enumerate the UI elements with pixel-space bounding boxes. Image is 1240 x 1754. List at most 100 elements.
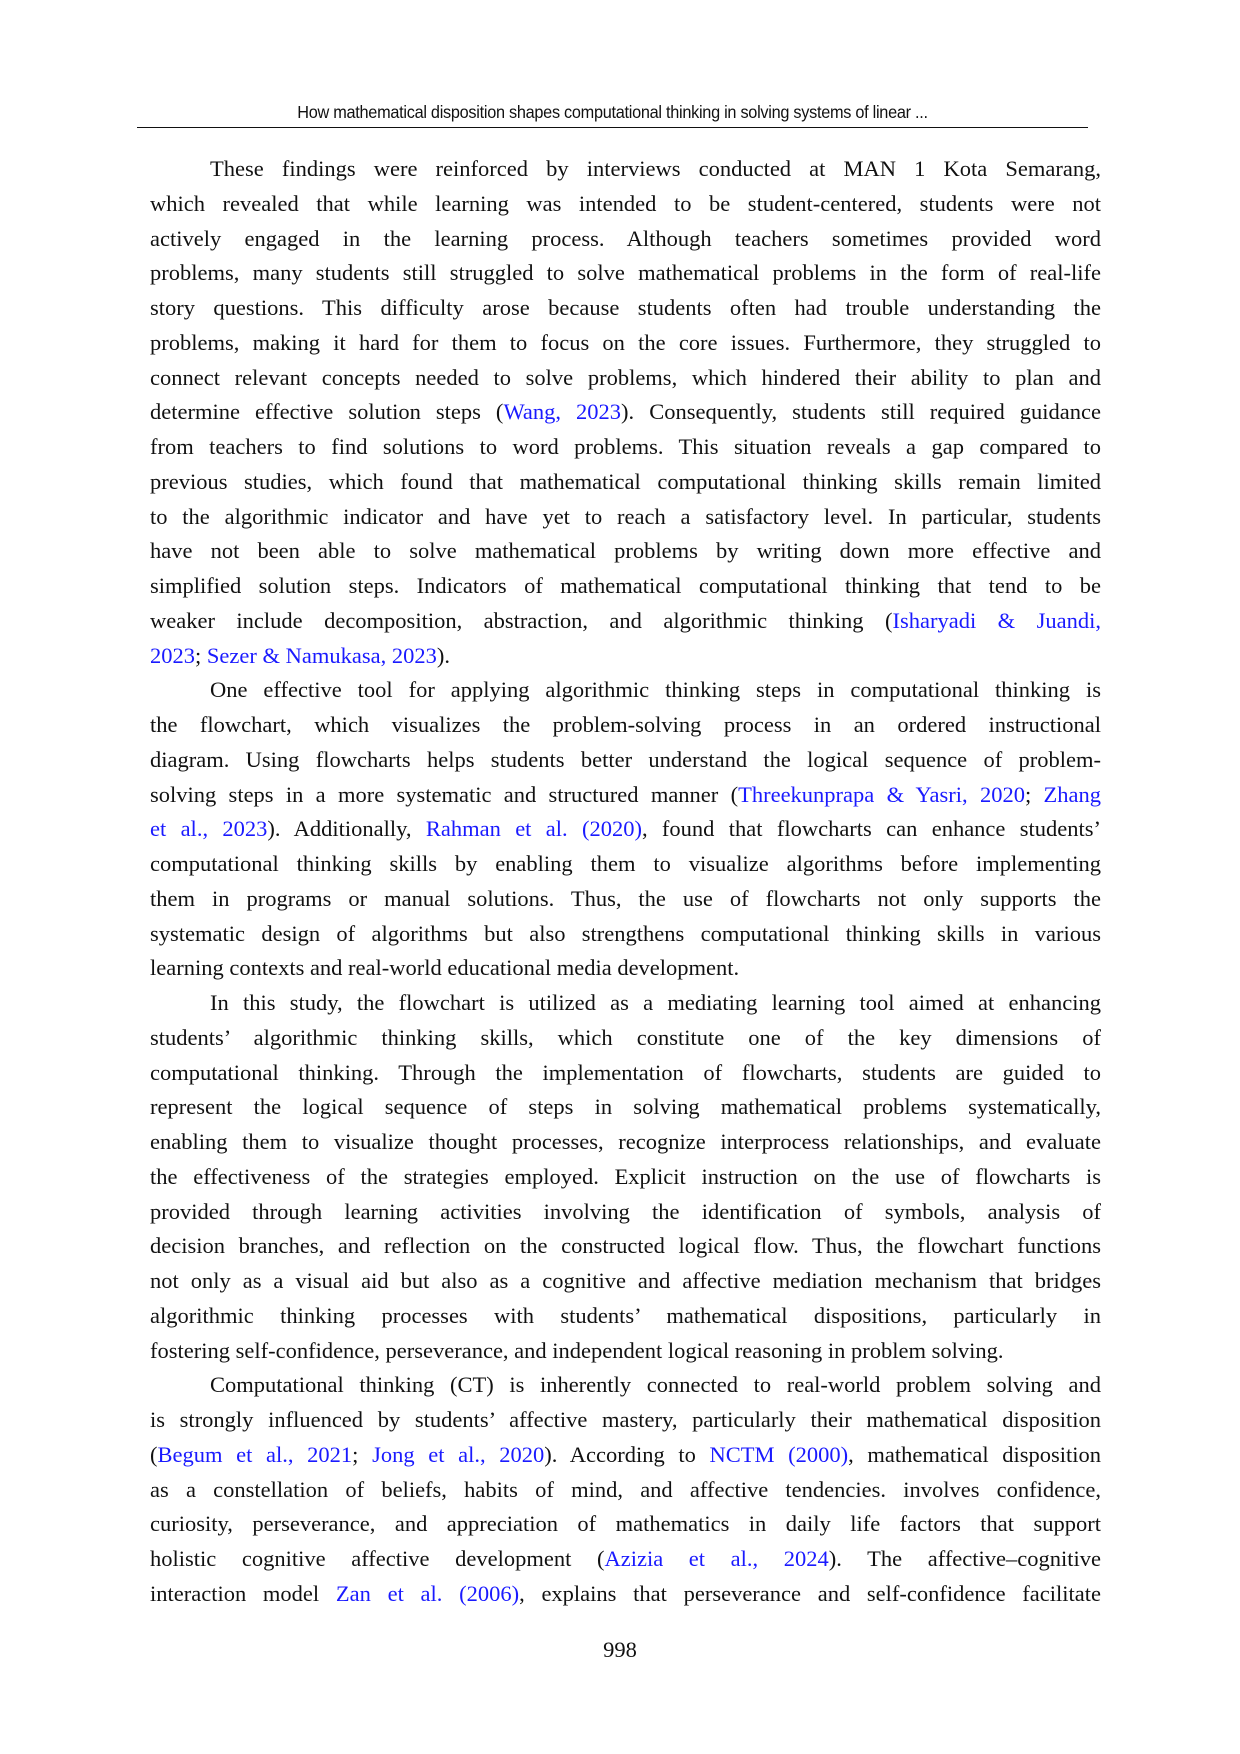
text-line: enabling them to visualize thought proce… [150, 1125, 1101, 1160]
text-span: ). Additionally, [267, 816, 426, 842]
text-span: learning contexts and real-world educati… [150, 955, 740, 981]
text-span: as a constellation of beliefs, habits of… [150, 1476, 1101, 1502]
citation-link[interactable]: Threekunprapa & Yasri, 2020 [738, 781, 1025, 807]
text-line: problems, making it hard for them to foc… [150, 326, 1101, 361]
text-line: connect relevant concepts needed to solv… [150, 361, 1101, 396]
text-line: which revealed that while learning was i… [150, 187, 1101, 222]
text-line: determine effective solution steps (Wang… [150, 395, 1101, 430]
text-span: ; [1024, 781, 1044, 807]
citation-link[interactable]: Wang, 2023 [503, 399, 622, 425]
text-span: ; [195, 642, 207, 668]
text-span: problems, many students still struggled … [150, 260, 1101, 286]
text-span: ( [150, 1441, 158, 1467]
text-span: ). The affective–cognitive [828, 1546, 1101, 1571]
text-span: holistic cognitive affective development… [150, 1546, 605, 1571]
citation-link[interactable]: NCTM (2000) [709, 1441, 849, 1467]
text-line: Computational thinking (CT) is inherentl… [150, 1368, 1101, 1403]
text-span: curiosity, perseverance, and appreciatio… [150, 1511, 1101, 1537]
citation-link[interactable]: Jong et al., 2020 [372, 1441, 545, 1467]
text-span: computational thinking. Through the impl… [150, 1059, 1101, 1085]
citation-link[interactable]: Isharyadi & Juandi, [892, 607, 1102, 633]
text-line: actively engaged in the learning process… [150, 222, 1101, 257]
text-line: problems, many students still struggled … [150, 256, 1101, 291]
text-line: holistic cognitive affective development… [150, 1542, 1101, 1577]
text-line: fostering self-confidence, perseverance,… [150, 1334, 1101, 1369]
text-span: them in programs or manual solutions. Th… [150, 885, 1101, 911]
text-span: the effectiveness of the strategies empl… [150, 1163, 1101, 1189]
text-line: the flowchart, which visualizes the prob… [150, 708, 1101, 743]
text-line: students’ algorithmic thinking skills, w… [150, 1021, 1101, 1056]
text-line: diagram. Using flowcharts helps students… [150, 743, 1101, 778]
text-line: the effectiveness of the strategies empl… [150, 1160, 1101, 1195]
text-line: These findings were reinforced by interv… [150, 152, 1101, 187]
text-line: algorithmic thinking processes with stud… [150, 1299, 1101, 1334]
text-span: algorithmic thinking processes with stud… [150, 1302, 1101, 1328]
text-span: actively engaged in the learning process… [150, 225, 1101, 251]
text-line: not only as a visual aid but also as a c… [150, 1264, 1101, 1299]
text-span: story questions. This difficulty arose b… [150, 295, 1101, 320]
text-line: story questions. This difficulty arose b… [150, 291, 1101, 326]
text-span: solving steps in a more systematic and s… [150, 781, 739, 807]
text-line: solving steps in a more systematic and s… [150, 778, 1101, 813]
text-span: , mathematical disposition [848, 1441, 1101, 1467]
paragraph: Computational thinking (CT) is inherentl… [150, 1368, 1101, 1611]
text-line: computational thinking. Through the impl… [150, 1056, 1101, 1091]
text-line: to the algorithmic indicator and have ye… [150, 500, 1101, 535]
text-span: not only as a visual aid but also as a c… [150, 1268, 1101, 1293]
text-span: ). According to [544, 1441, 710, 1467]
text-line: provided through learning activities inv… [150, 1195, 1101, 1230]
text-line: 2023; Sezer & Namukasa, 2023). [150, 639, 1101, 674]
text-span: students’ algorithmic thinking skills, w… [150, 1024, 1101, 1050]
running-header: How mathematical disposition shapes comp… [297, 102, 928, 122]
text-span: is strongly influenced by students’ affe… [150, 1407, 1101, 1432]
text-span: In this study, the flowchart is utilized… [210, 990, 1101, 1015]
text-line: computational thinking skills by enablin… [150, 847, 1101, 882]
text-line: learning contexts and real-world educati… [150, 951, 1101, 986]
citation-link[interactable]: Azizia et al., 2024 [604, 1546, 829, 1571]
text-line: as a constellation of beliefs, habits of… [150, 1473, 1101, 1508]
text-span: provided through learning activities inv… [150, 1198, 1101, 1224]
text-line: from teachers to find solutions to word … [150, 430, 1101, 465]
citation-link[interactable]: Begum et al., 2021 [157, 1441, 353, 1467]
citation-link[interactable]: Zhang [1043, 781, 1101, 807]
text-line: interaction model Zan et al. (2006), exp… [150, 1577, 1101, 1612]
text-span: enabling them to visualize thought proce… [150, 1129, 1101, 1154]
text-span: , found that flowcharts can enhance stud… [641, 816, 1101, 842]
text-line: (Begum et al., 2021; Jong et al., 2020).… [150, 1438, 1101, 1473]
text-span: determine effective solution steps ( [150, 399, 504, 425]
text-span: ; [352, 1441, 373, 1467]
text-span: simplified solution steps. Indicators of… [150, 573, 1101, 598]
text-span: previous studies, which found that mathe… [150, 468, 1101, 494]
text-span: systematic design of algorithms but also… [150, 920, 1101, 946]
page-number: 998 [603, 1637, 637, 1662]
header-divider [137, 127, 1088, 128]
text-span: problems, making it hard for them to foc… [150, 329, 1101, 355]
citation-link[interactable]: 2023 [150, 642, 195, 668]
text-span: weaker include decomposition, abstractio… [150, 607, 893, 633]
paragraph: One effective tool for applying algorith… [150, 673, 1101, 986]
text-span: One effective tool for applying algorith… [210, 677, 1101, 703]
text-span: Computational thinking (CT) is inherentl… [210, 1372, 1101, 1398]
text-span: , explains that perseverance and self-co… [519, 1580, 1102, 1606]
text-span: the flowchart, which visualizes the prob… [150, 712, 1101, 737]
text-line: represent the logical sequence of steps … [150, 1090, 1101, 1125]
text-line: decision branches, and reflection on the… [150, 1229, 1101, 1264]
text-line: previous studies, which found that mathe… [150, 465, 1101, 500]
text-span: diagram. Using flowcharts helps students… [150, 746, 1101, 772]
citation-link[interactable]: et al., 2023 [150, 816, 268, 842]
text-span: These findings were reinforced by interv… [210, 156, 1101, 181]
text-line: et al., 2023). Additionally, Rahman et a… [150, 812, 1101, 847]
body-text: These findings were reinforced by interv… [150, 152, 1101, 1612]
citation-link[interactable]: Sezer & Namukasa, 2023 [206, 642, 437, 668]
text-line: weaker include decomposition, abstractio… [150, 604, 1101, 639]
citation-link[interactable]: Zan et al. (2006) [335, 1580, 520, 1606]
text-span: decision branches, and reflection on the… [150, 1233, 1101, 1259]
text-line: In this study, the flowchart is utilized… [150, 986, 1101, 1021]
text-span: fostering self-confidence, perseverance,… [150, 1337, 1004, 1363]
text-span: have not been able to solve mathematical… [150, 538, 1101, 564]
text-span: represent the logical sequence of steps … [150, 1094, 1101, 1120]
citation-link[interactable]: Rahman et al. (2020) [425, 816, 642, 842]
text-line: systematic design of algorithms but also… [150, 917, 1101, 952]
text-line: have not been able to solve mathematical… [150, 534, 1101, 569]
text-line: simplified solution steps. Indicators of… [150, 569, 1101, 604]
